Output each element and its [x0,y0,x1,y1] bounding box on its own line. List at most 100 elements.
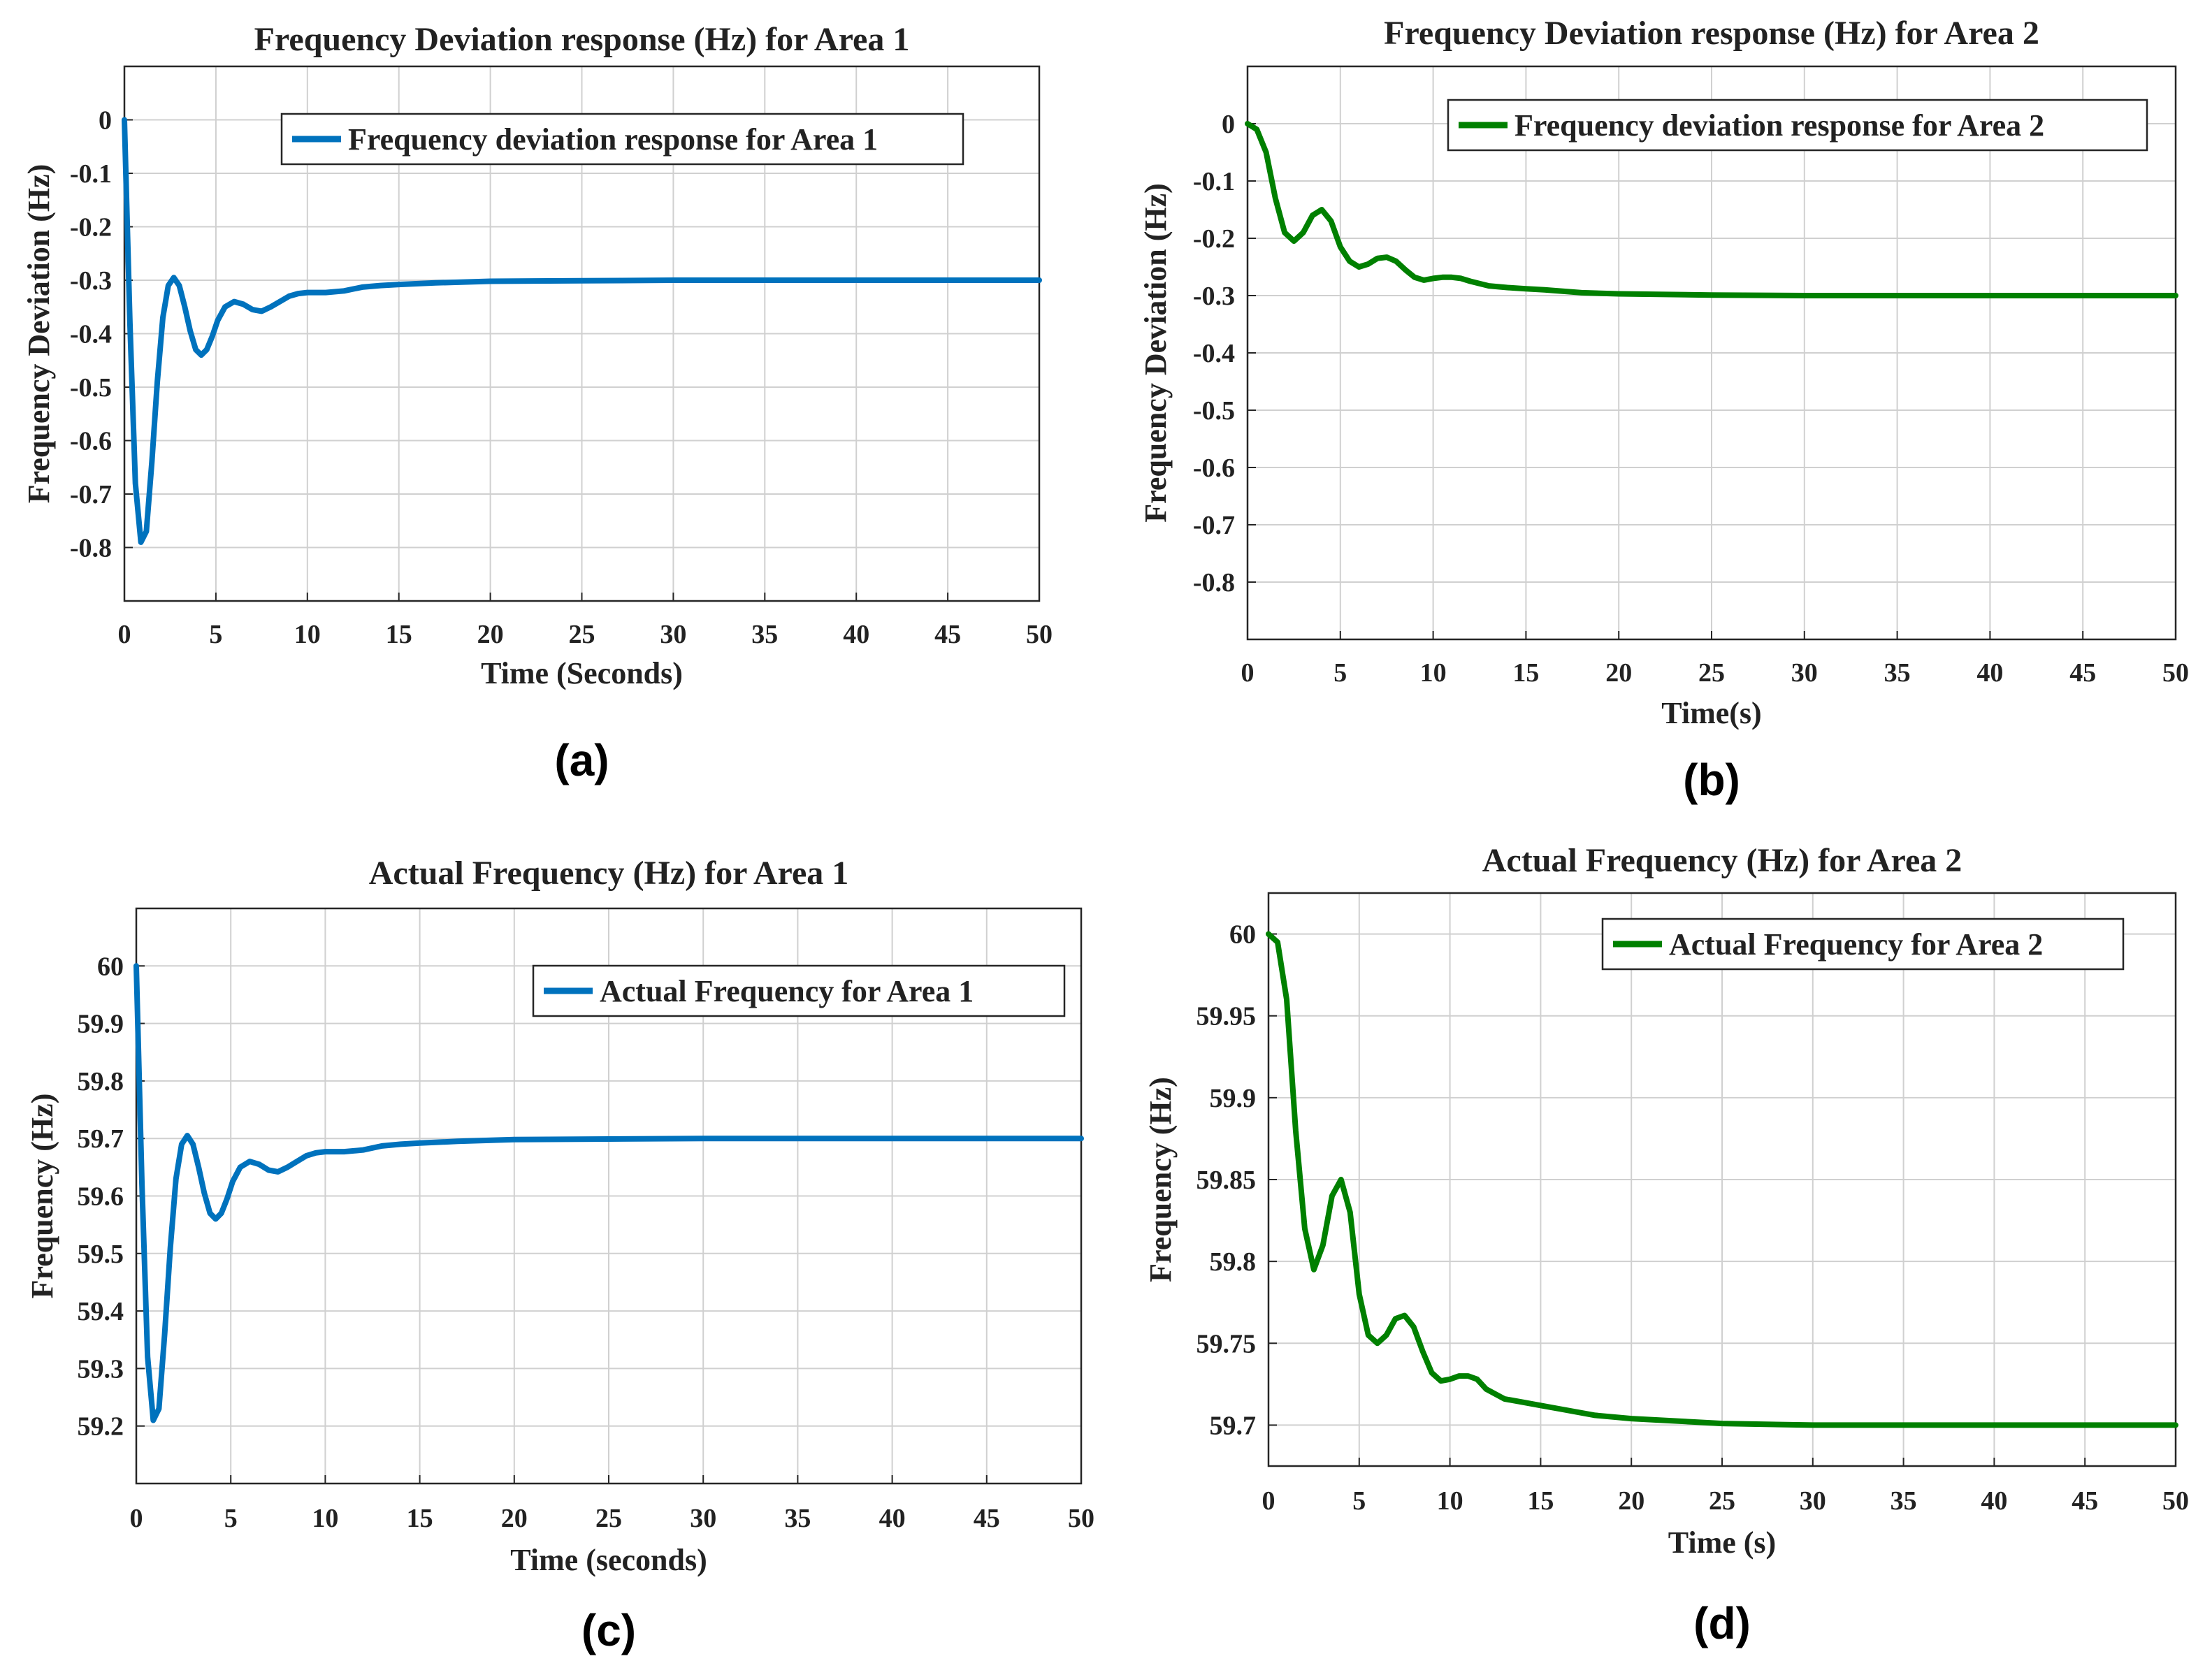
chart-panel-d: 0 5 10 15 20 25 30 35 40 45 50 60 59.95 59.9 59.85 59.8… [1143,842,2189,1648]
x-tick-label: 25 [1709,1486,1735,1516]
x-tick-label: 5 [1352,1486,1366,1516]
series-line [122,117,1042,545]
legend-box [1447,99,2148,152]
y-tick-label: 59.7 [78,1124,124,1154]
x-tick-label: 20 [477,620,504,649]
x-tick-label: 30 [1800,1486,1826,1516]
y-tick-label: 60 [97,952,124,981]
x-tick-label: 35 [784,1504,811,1533]
y-tick-label: 59.6 [78,1182,124,1212]
legend-entry: Frequency deviation response for Area 2 [1515,108,2044,143]
legend-entry: Actual Frequency for Area 2 [1669,927,2043,962]
x-tick-label: 40 [843,620,869,649]
y-tick-label: -0.4 [1193,339,1235,368]
chart-panel-a: 0 5 10 15 20 25 30 35 40 45 50 0 -0.1 -0.2 -0.3 -0.4 -0.… [22,21,1053,785]
x-tick-label: 45 [974,1504,1000,1533]
y-tick-label: 59.95 [1197,1002,1257,1031]
x-tick-label: 45 [2069,658,2096,688]
y-tick-label: 59.8 [78,1067,124,1096]
chart-panel-b: 0 5 10 15 20 25 30 35 40 45 50 0 -0.1 -0.2 -0.3 -0.4 -0.… [1138,15,2189,805]
legend: Actual Frequency for Area 1 [532,964,1066,1017]
y-tick-label: -0.5 [1193,396,1235,426]
chart-title: Frequency Deviation response (Hz) for Ar… [1384,15,2039,52]
series-line [1266,931,2178,1428]
y-tick-label: 0 [1222,110,1235,139]
y-tick-label: 0 [99,106,112,136]
y-tick-label: -0.2 [1193,224,1235,254]
y-tick-label: 59.7 [1210,1411,1257,1440]
x-tick-label: 5 [224,1504,238,1533]
y-tick-label: -0.8 [1193,568,1235,597]
x-tick-label: 25 [569,620,595,649]
legend: Frequency deviation response for Area 2 [1447,99,2148,152]
chart-title: Frequency Deviation response (Hz) for Ar… [254,21,910,58]
y-tick-label: -0.3 [1193,282,1235,311]
legend-entry: Frequency deviation response for Area 1 [348,122,878,157]
legend-box [1601,918,2125,971]
x-tick-label: 20 [501,1504,528,1533]
y-tick-label: -0.6 [70,427,112,456]
chart-panel-c: 0 5 10 15 20 25 30 35 40 45 50 60 59.9 59.8 59.7 59.6 59… [25,855,1094,1655]
x-axis-label: Time(s) [1661,696,1761,730]
x-tick-label: 15 [386,620,412,649]
y-tick-label: -0.1 [70,159,112,189]
y-tick-label: 59.85 [1197,1166,1257,1195]
x-tick-label: 0 [118,620,131,649]
x-tick-label: 0 [1262,1486,1275,1516]
y-axis-label: Frequency (Hz) [1143,1077,1178,1282]
x-tick-label: 50 [2162,658,2189,688]
y-tick-label: 59.4 [78,1297,124,1326]
x-tick-label: 10 [312,1504,338,1533]
chart-title: Actual Frequency (Hz) for Area 1 [369,855,849,892]
y-tick-label: -0.8 [70,534,112,563]
x-tick-label: 35 [751,620,778,649]
x-tick-label: 25 [595,1504,622,1533]
x-tick-label: 45 [2072,1486,2098,1516]
x-axis-label: Time (s) [1668,1525,1776,1560]
panel-label: (a) [554,735,609,785]
y-tick-label: -0.1 [1193,167,1235,196]
x-tick-label: 0 [130,1504,143,1533]
x-tick-label: 10 [1420,658,1447,688]
x-tick-label: 15 [1527,1486,1554,1516]
y-tick-label: 59.75 [1197,1329,1257,1358]
x-tick-label: 10 [294,620,321,649]
legend-entry: Actual Frequency for Area 1 [600,974,974,1008]
y-axis-label: Frequency Deviation (Hz) [22,164,56,504]
x-tick-label: 30 [1791,658,1818,688]
y-tick-label: 59.9 [78,1010,124,1039]
y-tick-label: 60 [1229,920,1256,950]
y-tick-label: -0.5 [70,373,112,403]
x-tick-label: 30 [660,620,686,649]
y-tick-label: -0.3 [70,266,112,296]
x-tick-label: 10 [1437,1486,1463,1516]
x-tick-label: 5 [1333,658,1347,688]
x-tick-label: 25 [1698,658,1725,688]
y-tick-label: -0.4 [70,320,112,349]
y-tick-label: -0.2 [70,213,112,242]
panel-label: (d) [1693,1598,1751,1648]
x-tick-label: 50 [1026,620,1053,649]
series-line [1245,121,2178,298]
x-tick-label: 40 [1976,658,2003,688]
y-tick-label: 59.8 [1210,1247,1257,1277]
x-axis-label: Time (seconds) [510,1543,707,1577]
x-tick-label: 0 [1241,658,1255,688]
legend-box [280,113,964,166]
x-tick-label: 20 [1605,658,1632,688]
x-tick-label: 5 [209,620,222,649]
legend-box [532,964,1066,1017]
x-tick-label: 15 [1512,658,1539,688]
y-tick-label: 59.3 [78,1354,124,1384]
x-tick-label: 45 [934,620,961,649]
y-axis-label: Frequency Deviation (Hz) [1138,183,1173,523]
series-line [133,963,1084,1423]
x-tick-label: 40 [879,1504,906,1533]
x-tick-label: 35 [1884,658,1911,688]
y-tick-label: 59.5 [78,1240,124,1269]
legend: Actual Frequency for Area 2 [1601,918,2125,971]
legend: Frequency deviation response for Area 1 [280,113,964,166]
x-tick-label: 30 [690,1504,716,1533]
x-tick-label: 50 [1068,1504,1094,1533]
